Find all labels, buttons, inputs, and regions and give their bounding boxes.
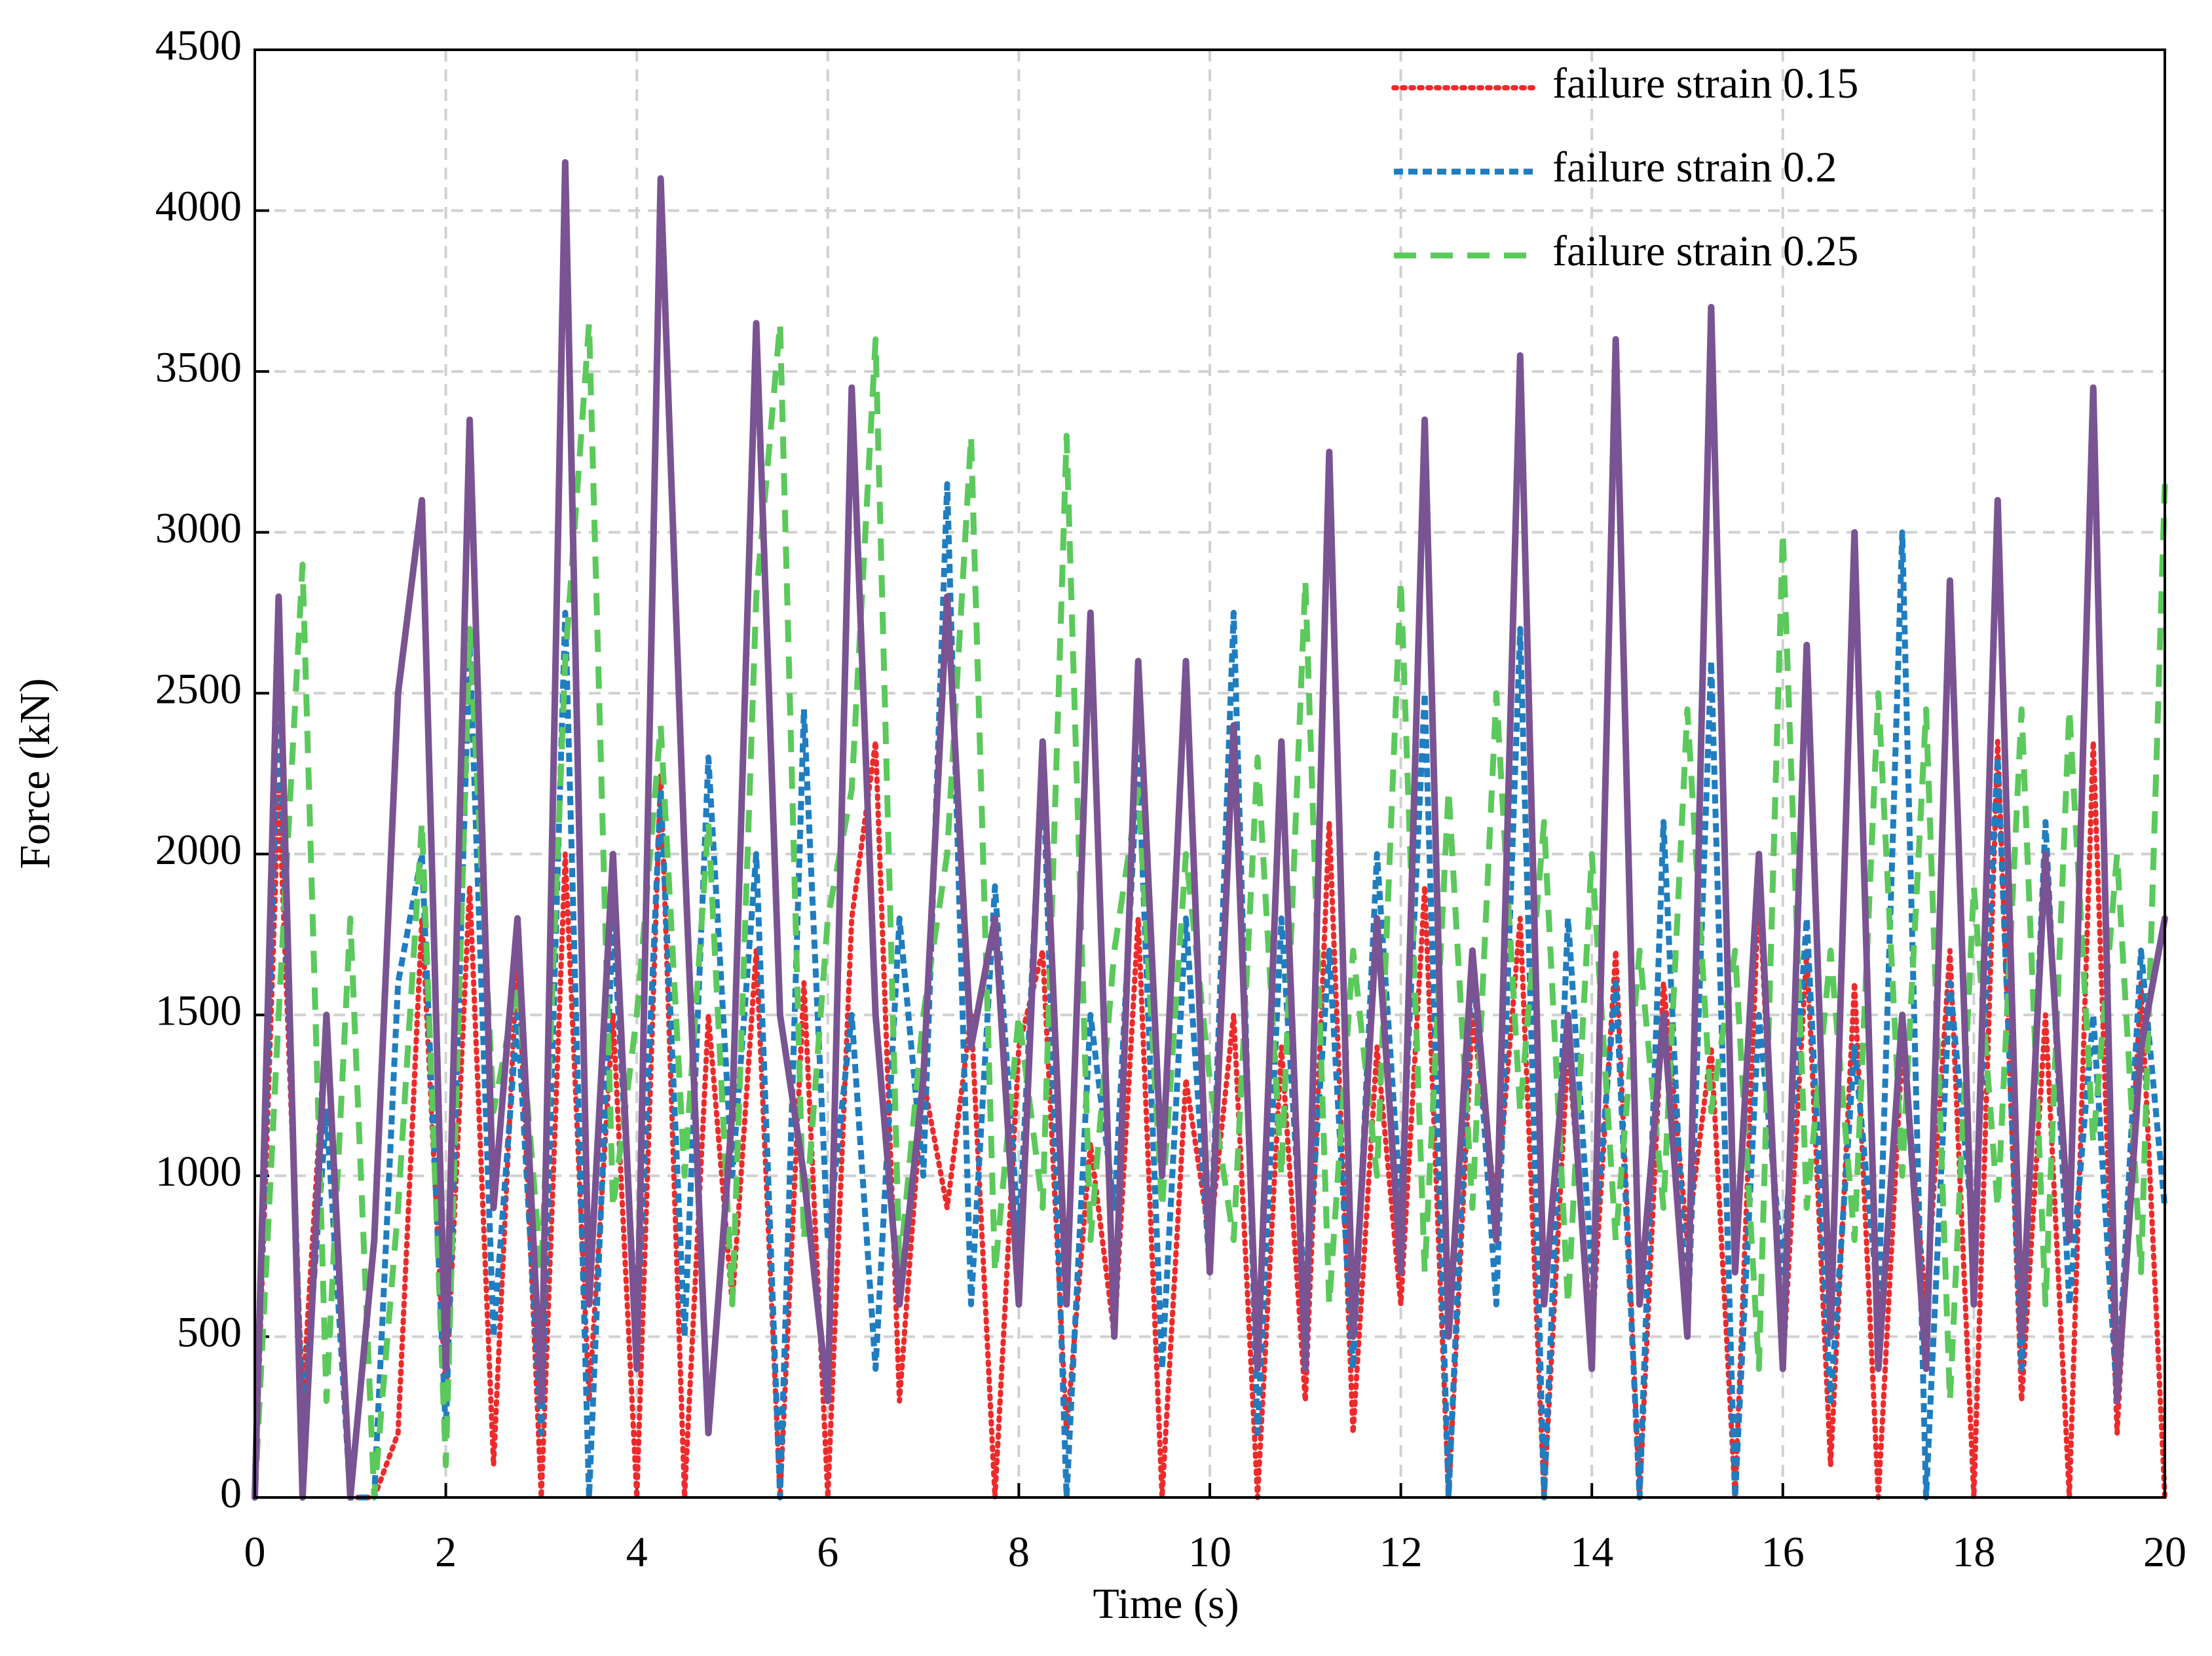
y-tick-label: 1000 [155, 1148, 242, 1195]
legend-label: failure strain 0.25 [1552, 227, 1858, 275]
y-tick-label: 500 [177, 1309, 242, 1357]
x-tick-label: 0 [244, 1528, 266, 1576]
y-tick-label: 2500 [155, 665, 242, 713]
x-tick-label: 10 [1188, 1528, 1231, 1576]
y-axis-label: Force (kN) [11, 678, 59, 869]
y-tick-label: 3500 [155, 343, 242, 391]
y-tick-label: 0 [220, 1469, 242, 1517]
y-tick-label: 2000 [155, 826, 242, 874]
y-tick-label: 4000 [155, 183, 242, 231]
series-line [252, 159, 2168, 1501]
legend-label: failure strain 0.15 [1552, 60, 1858, 107]
x-tick-label: 6 [817, 1528, 838, 1576]
plot-frame [253, 48, 2166, 1499]
x-tick-label: 8 [1008, 1528, 1030, 1576]
x-tick-label: 12 [1379, 1528, 1423, 1576]
x-tick-label: 2 [435, 1528, 457, 1576]
y-tick-label: 4500 [155, 22, 242, 69]
x-tick-label: 18 [1952, 1528, 1995, 1576]
legend-label: failure strain 0.2 [1552, 143, 1837, 191]
x-tick-label: 20 [2143, 1528, 2186, 1576]
x-tick-label: 16 [1761, 1528, 1805, 1576]
x-tick-label: 4 [626, 1528, 648, 1576]
x-axis-label: Time (s) [1093, 1580, 1239, 1628]
y-tick-label: 1500 [155, 987, 242, 1034]
x-tick-label: 14 [1570, 1528, 1613, 1576]
y-tick-label: 3000 [155, 504, 242, 552]
